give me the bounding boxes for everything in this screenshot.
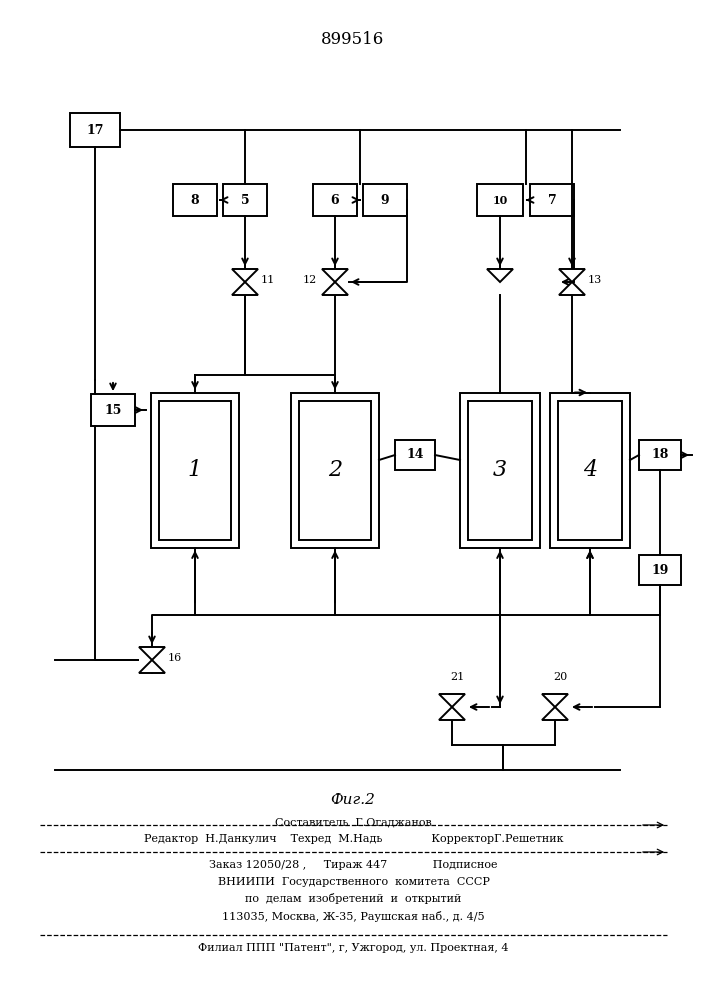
Text: 19: 19 — [651, 564, 669, 576]
Text: 20: 20 — [553, 672, 567, 682]
Text: 15: 15 — [105, 403, 122, 416]
Text: 14: 14 — [407, 448, 423, 462]
Bar — [530, 184, 574, 216]
Polygon shape — [487, 269, 513, 282]
Polygon shape — [559, 269, 585, 282]
Text: 12: 12 — [303, 275, 317, 285]
Polygon shape — [139, 660, 165, 673]
Bar — [460, 392, 540, 548]
Bar — [468, 400, 532, 540]
Text: 6: 6 — [331, 194, 339, 207]
Text: 5: 5 — [240, 194, 250, 207]
Bar — [291, 392, 379, 548]
Bar — [313, 184, 357, 216]
Bar — [91, 394, 135, 426]
Text: 18: 18 — [651, 448, 669, 462]
Polygon shape — [232, 269, 258, 282]
Text: 10: 10 — [492, 194, 508, 206]
Polygon shape — [232, 282, 258, 295]
Polygon shape — [439, 707, 465, 720]
Bar — [223, 184, 267, 216]
Polygon shape — [439, 694, 465, 707]
Text: ВНИИПИ  Государственного  комитета  СССР: ВНИИПИ Государственного комитета СССР — [218, 877, 489, 887]
Bar — [159, 400, 231, 540]
Text: 21: 21 — [450, 672, 464, 682]
Text: Заказ 12050/28 ,     Тираж 447             Подписное: Заказ 12050/28 , Тираж 447 Подписное — [209, 860, 498, 870]
Bar — [639, 555, 681, 585]
Text: 113035, Москва, Ж-35, Раушская наб., д. 4/5: 113035, Москва, Ж-35, Раушская наб., д. … — [222, 910, 485, 922]
Text: 3: 3 — [493, 459, 507, 481]
Bar — [639, 440, 681, 470]
Polygon shape — [139, 647, 165, 660]
Polygon shape — [559, 282, 585, 295]
Bar — [550, 392, 630, 548]
Text: 17: 17 — [86, 123, 104, 136]
Text: 1: 1 — [188, 459, 202, 481]
Polygon shape — [542, 694, 568, 707]
Polygon shape — [322, 269, 348, 282]
Bar — [558, 400, 622, 540]
Text: Фиг.2: Фиг.2 — [331, 793, 375, 807]
Text: Редактор  Н.Данкулич    Техред  М.Надь              КорректорГ.Решетник: Редактор Н.Данкулич Техред М.Надь Коррек… — [144, 834, 563, 844]
Text: 16: 16 — [168, 653, 182, 663]
Text: 4: 4 — [583, 459, 597, 481]
Text: 13: 13 — [588, 275, 602, 285]
Bar — [477, 184, 523, 216]
Bar — [299, 400, 371, 540]
Text: 11: 11 — [261, 275, 275, 285]
Bar — [395, 440, 435, 470]
Text: 9: 9 — [380, 194, 390, 207]
Bar — [173, 184, 217, 216]
Polygon shape — [322, 282, 348, 295]
Text: 899516: 899516 — [322, 31, 385, 48]
Polygon shape — [542, 707, 568, 720]
Text: Филиал ППП "Патент", г, Ужгород, ул. Проектная, 4: Филиал ППП "Патент", г, Ужгород, ул. Про… — [198, 943, 509, 953]
Text: 8: 8 — [191, 194, 199, 207]
Text: по  делам  изобретений  и  открытий: по делам изобретений и открытий — [245, 894, 462, 904]
Text: 2: 2 — [328, 459, 342, 481]
Bar — [151, 392, 239, 548]
Text: Составитель  Г.Огаджанов: Составитель Г.Огаджанов — [275, 817, 432, 827]
Text: 7: 7 — [548, 194, 556, 207]
Bar — [363, 184, 407, 216]
Bar — [70, 113, 120, 147]
